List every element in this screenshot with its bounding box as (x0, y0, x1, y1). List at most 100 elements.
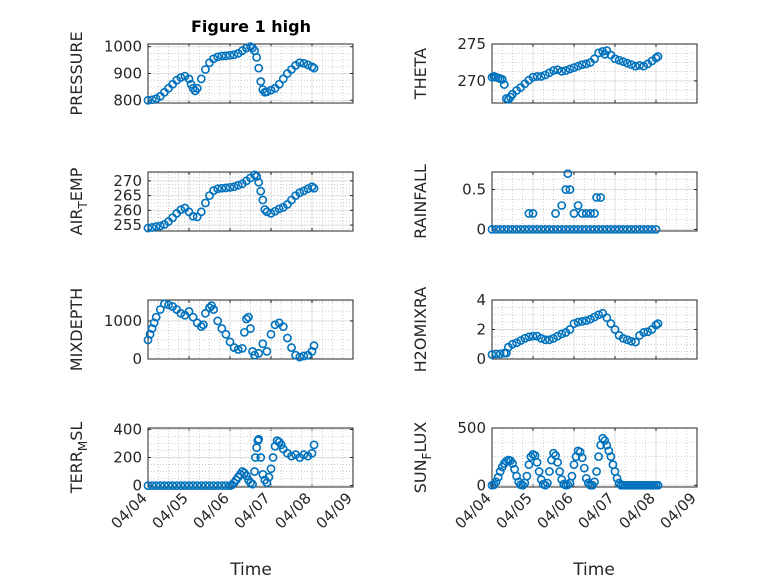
axes-background (147, 299, 354, 360)
data-point (307, 448, 317, 458)
y-axis-label: RAINFALL (411, 164, 430, 239)
data-point (647, 225, 657, 234)
data-point (147, 95, 157, 105)
data-point (565, 64, 575, 74)
data-point (577, 60, 587, 70)
data-point (542, 478, 552, 488)
data-point (627, 225, 636, 234)
data-point (258, 339, 268, 349)
y-tick-label: 0 (476, 476, 486, 494)
y-tick-label: 900 (113, 65, 142, 83)
data-point (643, 225, 653, 234)
data-point (237, 343, 247, 353)
data-point (653, 480, 663, 490)
data-point (287, 451, 296, 461)
data-point (196, 207, 206, 217)
data-point (149, 318, 159, 328)
data-point (168, 481, 177, 490)
data-point (604, 446, 614, 456)
data-point (592, 193, 601, 202)
data-point (557, 201, 567, 210)
data-point (594, 310, 603, 320)
data-point (188, 481, 198, 490)
data-point (176, 481, 186, 490)
data-point (520, 225, 530, 234)
data-point (209, 54, 218, 64)
data-point (540, 225, 550, 234)
data-point (155, 221, 165, 231)
data-point (258, 195, 268, 205)
data-point (610, 325, 620, 334)
data-point (213, 481, 223, 490)
y-tick-label: 1000 (104, 38, 142, 56)
data-point (567, 471, 577, 481)
data-point (508, 459, 517, 468)
data-point (528, 331, 538, 341)
x-tick-label: 04/04 (452, 489, 495, 532)
data-point (270, 320, 280, 330)
data-point (534, 467, 544, 476)
data-point (159, 299, 169, 309)
data-point (192, 83, 202, 93)
data-point (143, 95, 153, 105)
data-point (229, 343, 239, 352)
y-axis-label: MIXDEPTH (67, 288, 86, 371)
data-point (532, 225, 542, 234)
data-point (184, 307, 194, 316)
x-tick-label: 04/06 (190, 489, 233, 532)
data-point (278, 74, 288, 84)
data-point (217, 481, 227, 490)
data-point (573, 61, 583, 71)
data-point (512, 471, 521, 481)
figure-title: Figure 1 high (191, 17, 311, 36)
data-point (561, 185, 571, 194)
data-point (516, 225, 526, 234)
x-tick-label: 04/07 (575, 489, 618, 532)
subplot-5: 0 1000 MIXDEPTH (67, 288, 354, 371)
data-point (176, 73, 186, 82)
data-point (274, 204, 284, 214)
data-point (147, 223, 157, 232)
y-tick-label: 800 (113, 91, 142, 109)
data-point (536, 72, 546, 81)
x-tick-label: 04/08 (272, 489, 315, 532)
data-point (192, 481, 202, 490)
data-point (563, 169, 573, 178)
data-point (614, 225, 624, 234)
data-point (499, 225, 509, 234)
data-point (491, 477, 501, 487)
data-point (225, 50, 235, 60)
y-tick-label: 200 (113, 449, 142, 467)
data-point (520, 333, 530, 343)
y-axis-label: H2OMIXRA (411, 287, 430, 373)
data-point (577, 209, 587, 218)
data-point (295, 58, 305, 68)
data-point (200, 481, 210, 490)
data-point (581, 474, 591, 483)
data-point (549, 225, 558, 234)
data-point (545, 225, 554, 234)
data-point (610, 225, 620, 234)
x-axis-label-right: Time (572, 560, 615, 580)
data-point (569, 319, 579, 328)
data-point (164, 300, 173, 310)
y-tick-label: 270 (457, 72, 486, 90)
y-tick-label: 400 (113, 420, 142, 438)
data-point (569, 225, 579, 234)
data-point (262, 207, 272, 217)
data-point (596, 193, 606, 202)
data-point (266, 85, 276, 95)
data-point (217, 183, 227, 193)
y-tick-label: 260 (113, 201, 142, 219)
data-point (196, 74, 206, 84)
data-point (573, 201, 583, 210)
data-point (651, 53, 661, 63)
y-tick-label: 265 (113, 187, 142, 205)
data-point (196, 481, 206, 490)
data-point (528, 225, 538, 234)
data-point (225, 337, 235, 347)
data-point (143, 481, 153, 490)
data-point (639, 225, 649, 234)
data-point (569, 209, 579, 218)
